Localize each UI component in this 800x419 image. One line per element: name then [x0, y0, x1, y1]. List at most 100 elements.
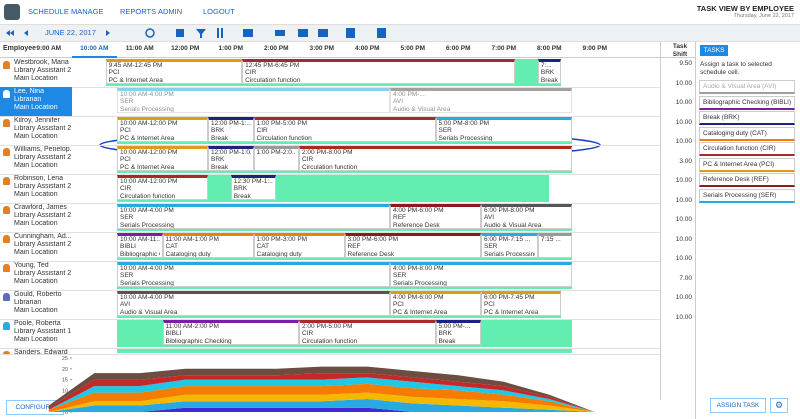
task-block[interactable]: 10:00 AM-12:00 PM PCI PC & Internet Area — [117, 146, 208, 171]
employee-name: Gould, Roberto — [14, 291, 62, 298]
task-option[interactable]: Cataloging duty (CAT) — [699, 126, 795, 141]
task-time: 2:00 PM-8:00 PM — [302, 149, 353, 156]
employee-role: Librarian — [14, 96, 42, 103]
task-block[interactable]: 9:45 AM-12:45 PM PCI PC & Internet Area — [105, 59, 243, 84]
task-block[interactable]: 1:00 PM-5:00 PM CIR Circulation function — [253, 117, 436, 142]
list-icon[interactable] — [377, 28, 386, 38]
task-code: PCI — [120, 127, 131, 135]
employee-cell[interactable]: Crawford, James Library Assistant 2 Main L… — [0, 203, 72, 232]
tasks-tab[interactable]: TASKS — [700, 45, 728, 56]
clipboard-icon[interactable] — [346, 28, 355, 38]
task-option[interactable]: Reference Desk (REF) — [699, 173, 795, 187]
task-block[interactable]: 12:00 PM-1:... BRK Break — [208, 117, 254, 142]
shift-total: 10.00 — [675, 255, 692, 262]
task-code: SER — [120, 214, 134, 222]
employee-cell[interactable]: Kilroy, Jennifer Library Assistant 2 Main … — [0, 116, 72, 145]
employee-name: Young, Ted — [14, 262, 49, 269]
task-block[interactable]: 1:00 PM-3:00 PM CAT Cataloging duty — [253, 233, 345, 258]
employee-cell[interactable]: Young, Ted Library Assistant 2 Main Locati… — [0, 261, 72, 290]
task-block[interactable]: 11:00 AM-1:00 PM CAT Cataloging duty — [162, 233, 254, 258]
sort-icon-2[interactable] — [221, 28, 223, 38]
nav-item[interactable]: ADMIN — [158, 7, 183, 16]
task-block[interactable]: 7:15 ... — [537, 233, 572, 258]
employee-role: Librarian — [14, 299, 42, 306]
grid-icon[interactable] — [243, 29, 253, 37]
time-header: 6:00 PM — [445, 45, 471, 52]
settings-button[interactable]: ⚙ — [770, 398, 788, 413]
task-block[interactable]: 10:00 AM-12:00 PM CIR Circulation function — [117, 175, 208, 200]
task-block[interactable]: 10:00 AM-4:00 PM SER Serials Processing — [117, 262, 390, 287]
task-block[interactable]: 6:00 PM-7:45 PM PCI PC & Internet Area — [481, 291, 561, 316]
task-block[interactable]: 10:00 AM-4:00 PM AVI Audio & Visual Area — [117, 291, 390, 316]
task-option[interactable]: Break (BRK) — [699, 111, 795, 125]
toolbar-date[interactable]: JUNE 22, 2017 — [45, 28, 96, 37]
task-label: Serials Processing — [484, 250, 535, 258]
task-option[interactable]: Circulation function (CIR) — [699, 142, 795, 156]
nav-item[interactable]: LOGOUT — [203, 7, 235, 16]
task-option[interactable]: Serials Processing (SER) — [699, 188, 795, 203]
next-icon[interactable] — [106, 30, 110, 36]
shift-total: 7.00 — [679, 274, 692, 282]
shift-total: 10.00 — [675, 118, 692, 126]
task-block[interactable]: 11:00 AM-2:00 PM BIBLI Bibliographic Check… — [162, 320, 299, 345]
task-block[interactable]: 6:00 PM-7:15 ... SER Serials Processing — [481, 233, 538, 258]
task-block[interactable]: 4:00 PM-... AVI Audio & Visual Area — [390, 88, 572, 113]
task-block[interactable]: 4:00 PM-8:00 PM SER Serials Processing — [390, 262, 572, 287]
task-option[interactable]: Bibliographic Checking (BIBLI) — [699, 95, 795, 110]
task-time: 7:15 ... — [540, 236, 561, 243]
task-option[interactable]: Audio & Visual Area (AVI) — [699, 80, 795, 94]
employee-text: Gould, Roberto Librarian Main Location — [0, 291, 72, 315]
employee-role: Library Assistant 2 — [14, 241, 72, 248]
employee-cell[interactable]: Westbrook, Maria Library Assistant 2 Main … — [0, 58, 72, 87]
employee-cell[interactable]: Gould, Roberto Librarian Main Location — [0, 290, 72, 319]
prev-icon[interactable] — [24, 30, 28, 36]
task-block[interactable]: 10:00 AM-12:00 PM PCI PC & Internet Area — [117, 117, 208, 142]
logo[interactable] — [4, 4, 20, 20]
task-option[interactable]: PC & Internet Area (PCI) — [699, 157, 795, 172]
shift-total: 3.00 — [679, 157, 692, 165]
employee-cell[interactable]: Lee, Nina Librarian Main Location — [0, 87, 72, 116]
task-block[interactable]: 7:... BRK Break — [537, 59, 561, 84]
shift-header: Task Shift — [672, 43, 688, 58]
nav-item[interactable]: SCHEDULE — [28, 7, 69, 16]
task-time: 11:00 AM-2:00 PM — [165, 323, 219, 330]
task-block[interactable]: 2:00 PM-5:00 PM CIR Circulation function — [299, 320, 436, 345]
task-block[interactable]: 2:00 PM-8:00 PM CIR Circulation function — [299, 146, 572, 171]
refresh-icon[interactable] — [145, 28, 155, 38]
assign-button[interactable]: ASSIGN TASK — [710, 398, 766, 413]
task-code: PCI — [393, 301, 404, 309]
task-block[interactable]: 10:00 AM-4:00 PM SER Serials Processing — [117, 88, 390, 113]
task-block[interactable]: 1:00 PM-2:0... — [253, 146, 299, 171]
nav-item[interactable]: MANAGE — [71, 7, 104, 16]
task-block[interactable]: 12:45 PM-6:45 PM CIR Circulation function — [242, 59, 516, 84]
first-icon[interactable] — [6, 30, 14, 36]
task-code: BRK — [211, 156, 225, 164]
employee-cell[interactable]: Robinson, Lena Library Assistant 2 Main Lo… — [0, 174, 72, 203]
task-block[interactable]: 4:00 PM-6:00 PM PCI PC & Internet Area — [390, 291, 481, 316]
ticket-icon[interactable] — [275, 30, 285, 36]
employee-cell[interactable]: Cunningham, Ad... Library Assistant 2 Main… — [0, 232, 72, 261]
filter-icon[interactable] — [196, 29, 206, 38]
task-block[interactable]: 12:30 PM-1:... BRK Break — [230, 175, 277, 200]
employee-cell[interactable]: Sanders, Edward — [0, 348, 72, 354]
time-header: 12:00 PM — [171, 45, 200, 52]
sort-icon[interactable] — [217, 28, 219, 38]
task-block[interactable]: 10:00 AM-4:00 PM SER Serials Processing — [117, 204, 390, 229]
task-label: Audio & Visual Area — [120, 308, 178, 316]
task-block[interactable]: 4:00 PM-6:00 PM REF Reference Desk — [390, 204, 481, 229]
page-title: TASK VIEW BY EMPLOYEE — [696, 4, 794, 13]
task-block[interactable]: 6:00 PM-8:00 PM AVI Audio & Visual Area — [481, 204, 572, 229]
task-block[interactable]: 5:00 PM-8:00 PM SER Serials Processing — [435, 117, 572, 142]
employee-name: Cunningham, Ad... — [14, 233, 72, 240]
employee-cell[interactable]: Poole, Roberta Library Assistant 1 Main Lo… — [0, 319, 72, 348]
task-code: CAT — [165, 243, 179, 251]
nav-item[interactable]: REPORTS — [120, 7, 157, 16]
binoculars-icon[interactable] — [176, 29, 184, 37]
task-block[interactable]: 5:00 PM-... BRK Break — [435, 320, 481, 345]
print-icon[interactable] — [318, 29, 328, 37]
mail-icon[interactable] — [298, 29, 308, 37]
task-block[interactable]: 3:00 PM-6:00 PM REF Reference Desk — [344, 233, 481, 258]
